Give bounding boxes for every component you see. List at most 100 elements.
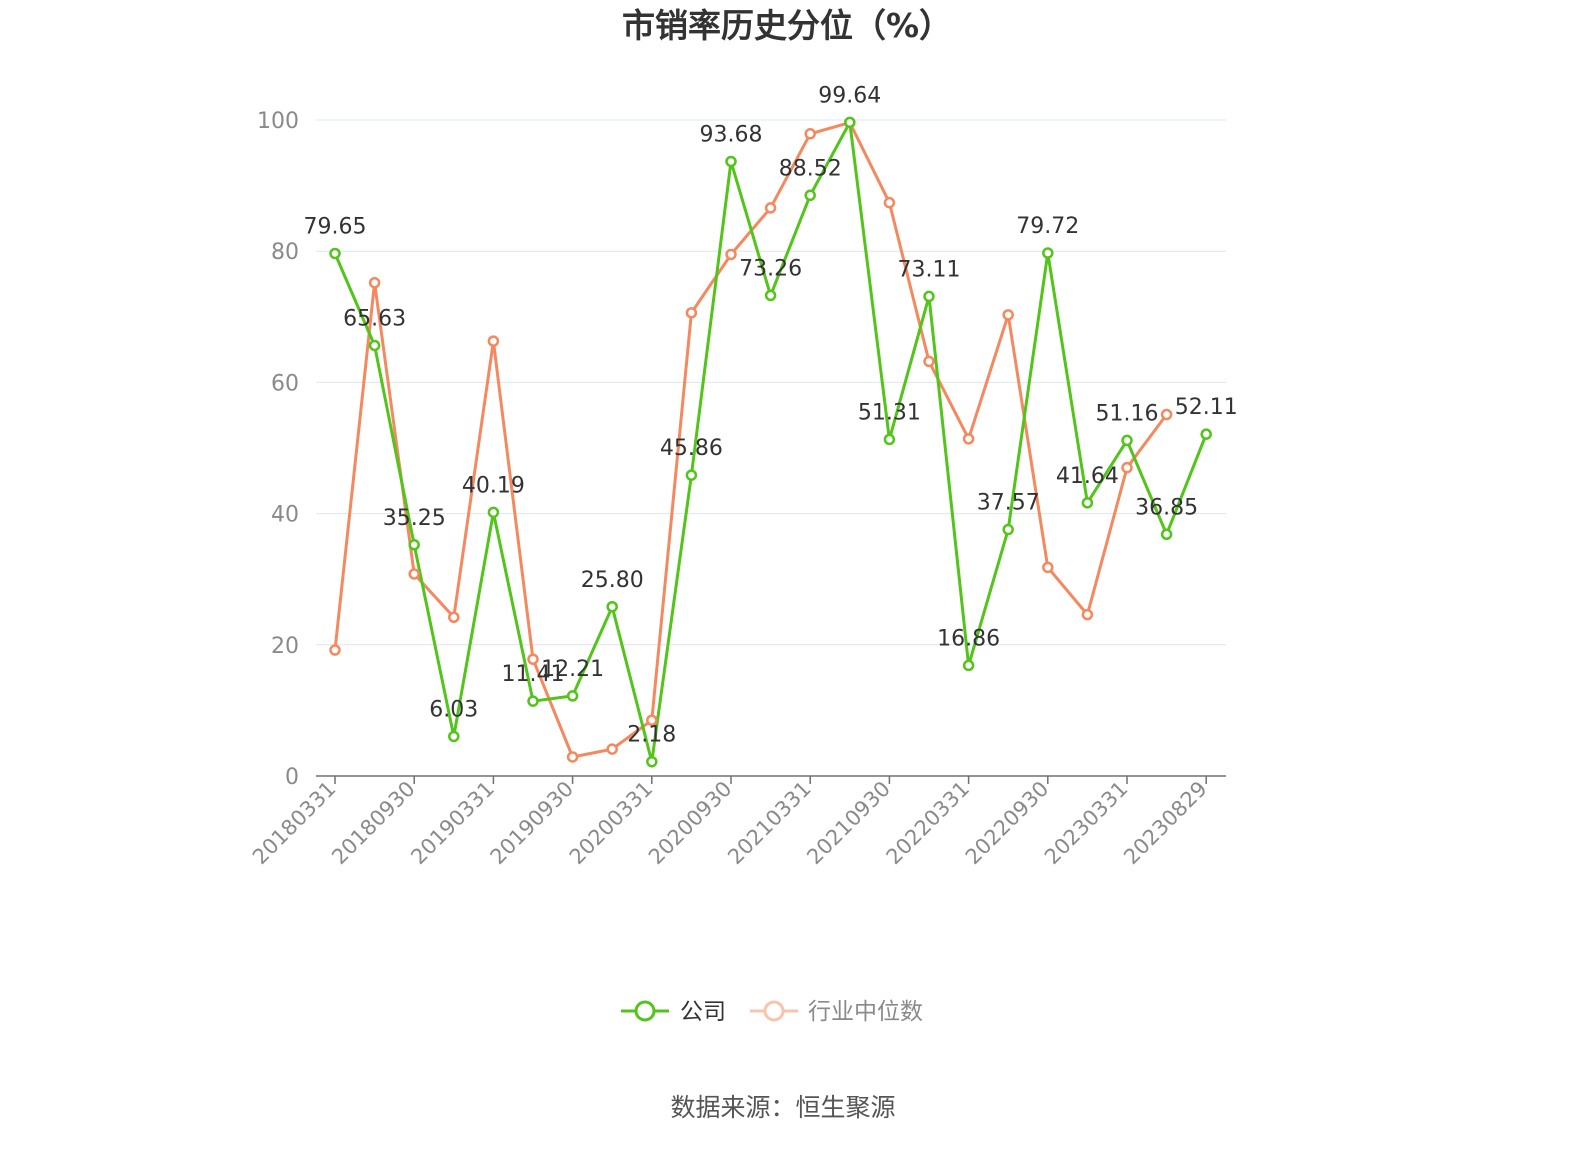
x-axis: 2018033120180930201903312019093020200331…	[248, 775, 1226, 870]
company-data-label: 37.57	[977, 491, 1040, 516]
industry-median-point	[923, 355, 935, 368]
company-point	[1081, 497, 1094, 509]
y-tick-label: 0	[285, 765, 299, 790]
company-point	[1042, 247, 1054, 259]
company-data-label: 40.19	[462, 473, 525, 498]
company-point	[844, 116, 856, 129]
company-point	[1121, 434, 1133, 447]
company-point	[804, 189, 816, 202]
company-point	[923, 290, 935, 303]
industry-median-point	[487, 335, 500, 347]
x-tick-label: 20200930	[644, 777, 737, 870]
legend-industry-label: 行业中位数	[808, 999, 923, 1025]
data-source: 数据来源：恒生聚源	[670, 1093, 895, 1122]
company-data-label: 79.72	[1016, 214, 1079, 239]
x-tick-label: 20220930	[961, 777, 1054, 870]
company-point	[487, 506, 500, 519]
company-data-label: 2.18	[627, 723, 676, 748]
x-tick-label: 20230331	[1040, 777, 1133, 870]
industry-median-point	[329, 644, 341, 656]
company-data-label: 88.52	[779, 156, 842, 181]
company-data-label: 51.16	[1096, 401, 1159, 426]
company-data-label: 79.65	[304, 214, 367, 239]
company-data-label: 51.31	[858, 400, 921, 425]
x-tick-label: 20190930	[486, 777, 579, 870]
legend-item-industry-median[interactable]: 行业中位数	[750, 999, 923, 1025]
company-point	[962, 659, 975, 672]
industry-median-point	[1002, 309, 1014, 321]
company-data-label: 52.11	[1175, 395, 1238, 420]
company-data-label: 93.68	[700, 122, 763, 147]
company-point	[368, 339, 381, 352]
industry-median-point	[685, 307, 698, 319]
company-data-label: 11.41	[502, 662, 565, 687]
x-tick-label: 20180331	[248, 777, 341, 870]
x-tick-label: 20210930	[802, 777, 895, 870]
x-tick-label: 20200331	[565, 777, 658, 870]
company-data-label: 41.64	[1056, 464, 1119, 489]
y-tick-label: 80	[271, 240, 299, 265]
company-point	[408, 539, 420, 551]
y-tick-label: 40	[271, 503, 299, 528]
y-tick-label: 100	[257, 109, 299, 134]
industry-median-point	[448, 611, 460, 623]
industry-median-point	[1042, 561, 1054, 574]
y-axis-ticks: 0 20 40 60 80 100	[257, 109, 299, 790]
company-data-label: 6.03	[429, 697, 478, 722]
company-point	[448, 730, 460, 743]
legend-company-label: 公司	[680, 999, 726, 1025]
company-point	[527, 695, 539, 707]
company-point	[685, 469, 698, 481]
industry-median-point	[962, 433, 975, 445]
company-data-label: 99.64	[818, 83, 881, 108]
gridlines	[316, 119, 1226, 646]
x-tick-label: 20180930	[327, 777, 420, 870]
company-data-label: 16.86	[937, 626, 1000, 651]
company-point	[606, 601, 618, 613]
x-tick-label: 20220331	[882, 777, 975, 870]
industry-median-point	[408, 568, 420, 580]
industry-median-point	[646, 714, 658, 726]
company-data-label: 36.85	[1135, 495, 1198, 520]
company-data-label: 12.21	[541, 657, 604, 682]
industry-median-point	[1160, 408, 1173, 421]
industry-median-point	[1121, 461, 1133, 474]
company-point	[883, 433, 896, 446]
industry-median-point	[566, 751, 579, 763]
industry-median-point	[725, 248, 737, 261]
x-tick-label: 20190331	[406, 777, 499, 870]
company-point	[1002, 523, 1014, 536]
company-point	[566, 690, 579, 702]
industry-median-point	[764, 202, 777, 214]
company-point	[329, 247, 341, 260]
y-tick-label: 60	[271, 371, 299, 396]
company-data-label: 65.63	[343, 306, 406, 331]
y-tick-label: 20	[271, 634, 299, 659]
company-point	[646, 755, 658, 768]
company-data-label: 45.86	[660, 436, 723, 461]
company-point	[764, 289, 777, 302]
company-data-label: 35.25	[383, 506, 446, 531]
industry-median-point	[1081, 608, 1094, 621]
company-data-label: 25.80	[581, 568, 644, 593]
industry-median-point	[804, 128, 816, 140]
company-data-label: 73.26	[739, 256, 802, 281]
industry-median-point	[527, 653, 539, 665]
company-point	[1200, 428, 1212, 440]
legend-company-marker	[634, 1000, 656, 1022]
industry-median-point	[606, 743, 618, 755]
legend-industry-marker	[763, 1000, 785, 1022]
x-tick-label: 20210331	[723, 777, 816, 870]
industry-median-point	[368, 276, 381, 289]
series-points	[329, 116, 1212, 768]
company-point	[725, 155, 737, 168]
chart-title: 市销率历史分位（%）	[622, 6, 952, 45]
company-point	[1160, 528, 1173, 541]
legend[interactable]: 公司 行业中位数	[621, 999, 923, 1025]
legend-item-company[interactable]: 公司	[621, 999, 726, 1025]
company-data-label: 73.11	[898, 257, 961, 282]
x-tick-label: 20230829	[1119, 777, 1212, 870]
industry-median-point	[883, 196, 896, 209]
